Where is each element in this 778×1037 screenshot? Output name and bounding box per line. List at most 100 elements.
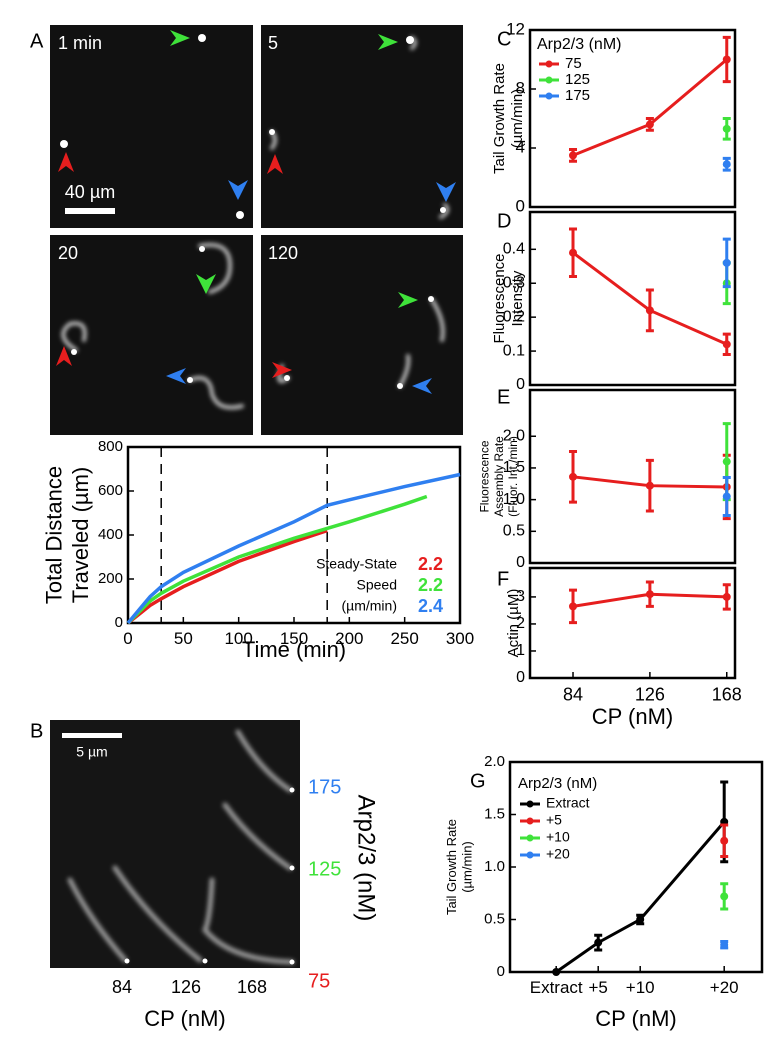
y-tick-label: 2.0 <box>484 753 505 770</box>
scale-bar-label: 5 µm <box>76 744 107 760</box>
x-tick-label: 250 <box>390 629 418 648</box>
y-tick-label: 1.5 <box>503 459 525 476</box>
x-tick-label: 0 <box>123 629 132 648</box>
y-axis-title: (µm/min) <box>509 89 526 148</box>
arrowheads <box>56 30 456 394</box>
y-tick-label: 0.5 <box>484 910 505 927</box>
legend-swatch <box>526 800 534 808</box>
column-label: 168 <box>237 977 267 997</box>
data-point <box>722 55 731 64</box>
time-label: 20 <box>58 243 78 263</box>
x-axis-title: CP (nM) <box>595 1006 677 1031</box>
y-axis-title: Tail Growth Rate <box>444 819 459 915</box>
row-label: 75 <box>308 970 330 992</box>
y-axis-title: Traveled (µm) <box>68 467 93 604</box>
data-point <box>552 968 561 976</box>
scale-bar <box>62 733 122 738</box>
y-tick-label: 0 <box>115 614 123 631</box>
micrograph <box>261 25 463 228</box>
panel-label: C <box>497 28 511 50</box>
panel-label: B <box>30 720 43 742</box>
annotation-value: 2.4 <box>418 596 443 616</box>
panel-label: F <box>497 568 509 590</box>
y-tick-label: 1 <box>516 642 525 659</box>
legend-swatch <box>545 76 553 84</box>
axis-title: Arp2/3 (nM) <box>353 795 380 922</box>
comet-tails <box>67 729 295 965</box>
micrograph <box>50 25 253 228</box>
y-tick-label: 0.2 <box>503 308 525 325</box>
row-label: 175 <box>308 776 341 798</box>
data-line <box>126 494 428 625</box>
row-label: 125 <box>308 858 341 880</box>
y-tick-label: 0.4 <box>503 241 525 258</box>
scale-bar <box>65 208 115 214</box>
connector-line <box>555 820 726 974</box>
y-tick-label: 2.0 <box>503 427 525 444</box>
y-tick-label: 800 <box>98 438 123 455</box>
y-axis-title: Fluorescence <box>491 253 508 343</box>
connector-line <box>572 58 728 157</box>
data-line <box>126 528 328 625</box>
data-point <box>636 915 645 924</box>
data-point <box>722 492 731 501</box>
data-point <box>722 124 731 133</box>
data-point <box>722 592 731 601</box>
panel-label: A <box>30 30 44 52</box>
y-tick-label: 0 <box>516 376 525 393</box>
data-point <box>722 340 731 349</box>
annotation-value: 2.2 <box>418 554 443 574</box>
column-label: 126 <box>171 977 201 997</box>
data-point <box>645 306 654 315</box>
y-tick-label: 600 <box>98 482 123 499</box>
data-point <box>645 481 654 490</box>
annotation: Speed <box>357 577 397 593</box>
column-label: 84 <box>112 977 132 997</box>
legend-swatch <box>526 817 534 825</box>
plot-frame <box>528 28 737 209</box>
y-axis-title: Total Distance <box>41 466 66 604</box>
x-tick-label: 84 <box>563 684 583 704</box>
legend-title: Arp2/3 (nM) <box>518 775 597 792</box>
legend-label: 75 <box>565 55 582 72</box>
plot-frame <box>528 388 737 565</box>
x-axis-title: Time (min) <box>242 637 346 662</box>
micrograph <box>261 235 463 435</box>
legend-label: 175 <box>565 87 590 104</box>
data-point <box>720 836 729 845</box>
y-tick-label: 0.1 <box>503 342 525 359</box>
data-point <box>645 590 654 599</box>
annotation: (µm/min) <box>341 598 397 614</box>
y-tick-label: 400 <box>98 526 123 543</box>
y-tick-label: 2 <box>516 615 525 632</box>
data-point <box>594 938 603 947</box>
x-tick-label: 50 <box>174 629 193 648</box>
legend-label: +20 <box>546 846 570 862</box>
axis-title: CP (nM) <box>144 1006 226 1031</box>
x-axis-title: CP (nM) <box>592 704 674 729</box>
legend-swatch <box>526 834 534 842</box>
y-axis-title: (µm/min) <box>459 841 474 893</box>
y-tick-label: 200 <box>98 570 123 587</box>
beads <box>124 787 295 965</box>
data-point <box>569 472 578 481</box>
annotation-value: 2.2 <box>418 575 443 595</box>
data-point <box>569 602 578 611</box>
x-tick-label: 100 <box>224 629 252 648</box>
legend-label: 125 <box>565 71 590 88</box>
x-tick-label: +10 <box>626 978 655 997</box>
x-tick-label: 168 <box>712 684 742 704</box>
y-tick-label: 0 <box>516 554 525 571</box>
panel-label: E <box>497 386 510 408</box>
y-axis-title: Intensity <box>509 270 526 326</box>
legend-label: +10 <box>546 829 570 845</box>
plot-frame <box>528 566 737 680</box>
y-tick-label: 1.0 <box>484 858 505 875</box>
scale-bar-label: 40 µm <box>65 182 115 202</box>
beads <box>60 34 446 389</box>
legend-label: Extract <box>546 795 590 811</box>
legend-swatch <box>526 851 534 859</box>
y-tick-label: 0 <box>516 196 525 215</box>
annotation: Steady-State <box>316 556 397 572</box>
